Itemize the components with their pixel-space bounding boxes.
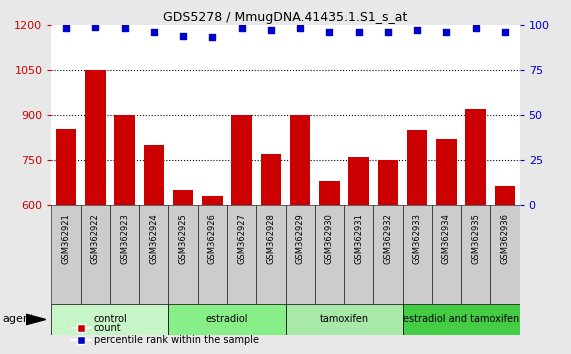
Bar — [494, 186, 515, 205]
Text: GSM362921: GSM362921 — [62, 213, 71, 264]
Point — [500, 29, 509, 35]
Bar — [490, 205, 520, 304]
Bar — [403, 205, 432, 304]
Bar — [260, 154, 281, 205]
Bar — [344, 205, 373, 304]
Text: GSM362932: GSM362932 — [383, 213, 392, 264]
Bar — [198, 205, 227, 304]
Point — [471, 25, 480, 31]
Bar — [286, 304, 403, 335]
Point — [413, 27, 422, 33]
Bar — [114, 115, 135, 205]
Bar — [465, 109, 486, 205]
Text: GSM362933: GSM362933 — [413, 213, 422, 264]
Bar — [403, 304, 520, 335]
Bar — [202, 196, 223, 205]
Bar — [319, 181, 340, 205]
Text: GSM362927: GSM362927 — [237, 213, 246, 264]
Bar — [168, 304, 286, 335]
Text: GSM362925: GSM362925 — [179, 213, 188, 264]
Text: GSM362928: GSM362928 — [266, 213, 275, 264]
Bar — [173, 190, 194, 205]
Point — [91, 24, 100, 29]
Bar — [139, 205, 168, 304]
Point — [354, 29, 363, 35]
Bar — [286, 205, 315, 304]
Text: GSM362936: GSM362936 — [500, 213, 509, 264]
Point — [296, 25, 305, 31]
Bar — [432, 205, 461, 304]
Bar — [373, 205, 403, 304]
Text: GSM362931: GSM362931 — [354, 213, 363, 264]
Bar — [110, 205, 139, 304]
Point — [383, 29, 392, 35]
Bar — [315, 205, 344, 304]
Text: tamoxifen: tamoxifen — [319, 314, 369, 325]
Bar — [81, 205, 110, 304]
Point — [208, 35, 217, 40]
Point — [442, 29, 451, 35]
Point — [266, 27, 275, 33]
Bar — [290, 115, 311, 205]
Bar — [377, 160, 398, 205]
Title: GDS5278 / MmugDNA.41435.1.S1_s_at: GDS5278 / MmugDNA.41435.1.S1_s_at — [163, 11, 408, 24]
Bar — [51, 304, 168, 335]
Text: GSM362929: GSM362929 — [296, 213, 305, 264]
Legend: count, percentile rank within the sample: count, percentile rank within the sample — [68, 319, 263, 349]
Text: control: control — [93, 314, 127, 325]
Bar — [227, 205, 256, 304]
Bar — [407, 130, 428, 205]
Text: GSM362922: GSM362922 — [91, 213, 100, 264]
Text: GSM362930: GSM362930 — [325, 213, 334, 264]
Bar — [143, 145, 164, 205]
Text: estradiol: estradiol — [206, 314, 248, 325]
Bar — [348, 157, 369, 205]
Bar — [56, 129, 77, 205]
Point — [120, 25, 129, 31]
Text: GSM362926: GSM362926 — [208, 213, 217, 264]
Bar — [461, 205, 490, 304]
Polygon shape — [26, 314, 46, 325]
Bar — [168, 205, 198, 304]
Point — [62, 25, 71, 31]
Point — [237, 25, 246, 31]
Text: GSM362924: GSM362924 — [149, 213, 158, 264]
Text: GSM362934: GSM362934 — [442, 213, 451, 264]
Text: agent: agent — [3, 314, 35, 325]
Bar — [256, 205, 286, 304]
Bar — [85, 70, 106, 205]
Point — [149, 29, 158, 35]
Text: estradiol and tamoxifen: estradiol and tamoxifen — [403, 314, 519, 325]
Text: GSM362923: GSM362923 — [120, 213, 129, 264]
Bar — [51, 205, 81, 304]
Bar — [436, 139, 457, 205]
Point — [179, 33, 188, 39]
Point — [325, 29, 334, 35]
Bar — [231, 115, 252, 205]
Text: GSM362935: GSM362935 — [471, 213, 480, 264]
